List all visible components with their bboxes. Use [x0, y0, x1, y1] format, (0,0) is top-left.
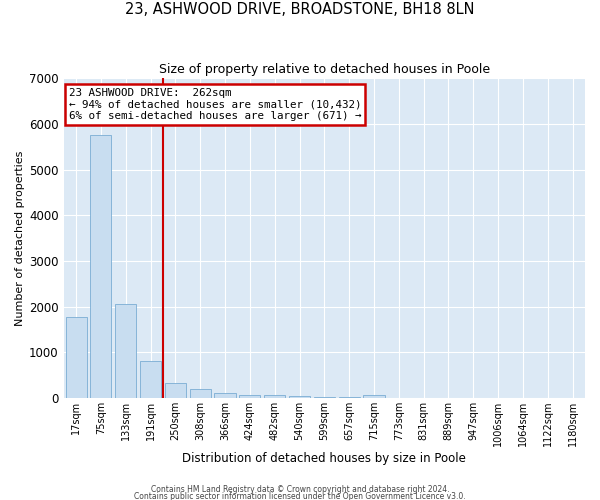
Y-axis label: Number of detached properties: Number of detached properties	[15, 150, 25, 326]
Bar	[91, 135, 112, 398]
Bar	[214, 393, 236, 398]
Bar	[264, 396, 285, 398]
Bar	[289, 396, 310, 398]
Bar	[165, 382, 186, 398]
Text: Contains HM Land Registry data © Crown copyright and database right 2024.: Contains HM Land Registry data © Crown c…	[151, 486, 449, 494]
Bar	[190, 389, 211, 398]
X-axis label: Distribution of detached houses by size in Poole: Distribution of detached houses by size …	[182, 452, 466, 465]
Bar	[314, 396, 335, 398]
Text: 23, ASHWOOD DRIVE, BROADSTONE, BH18 8LN: 23, ASHWOOD DRIVE, BROADSTONE, BH18 8LN	[125, 2, 475, 18]
Text: 23 ASHWOOD DRIVE:  262sqm
← 94% of detached houses are smaller (10,432)
6% of se: 23 ASHWOOD DRIVE: 262sqm ← 94% of detach…	[69, 88, 361, 121]
Bar	[364, 395, 385, 398]
Title: Size of property relative to detached houses in Poole: Size of property relative to detached ho…	[159, 62, 490, 76]
Bar	[239, 394, 260, 398]
Bar	[115, 304, 136, 398]
Bar	[140, 360, 161, 398]
Bar	[65, 317, 86, 398]
Text: Contains public sector information licensed under the Open Government Licence v3: Contains public sector information licen…	[134, 492, 466, 500]
Bar	[338, 397, 360, 398]
